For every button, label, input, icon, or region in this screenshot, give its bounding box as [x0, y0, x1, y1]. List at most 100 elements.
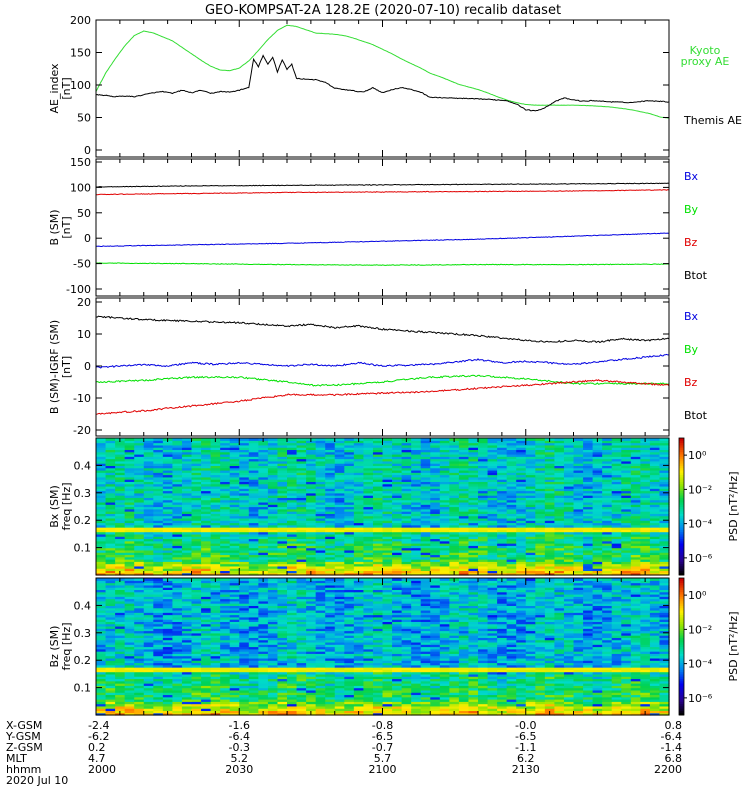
spectrogram-cell — [210, 543, 221, 546]
spectrogram-cell — [611, 543, 622, 546]
spectrogram-cell — [372, 483, 384, 487]
spectrogram-cell — [105, 527, 116, 530]
spectrogram-cell — [191, 508, 202, 512]
spectrogram-cell — [535, 522, 546, 526]
spectrogram-cell — [363, 522, 374, 526]
spectrogram-cell — [134, 460, 145, 464]
spectrogram-cell — [630, 694, 641, 698]
spectrogram-cell — [334, 456, 345, 460]
spectrogram-cell — [458, 479, 470, 482]
spectrogram-cell — [583, 699, 594, 702]
spectrogram-cell — [449, 506, 460, 510]
spectrogram-cell — [525, 699, 536, 702]
spectrogram-cell — [172, 701, 183, 705]
spectrogram-cell — [315, 472, 326, 476]
spectrogram-cell — [535, 568, 546, 572]
spectrogram-cell — [287, 701, 298, 705]
spectrogram-cell — [201, 552, 212, 556]
spectrogram-cell — [544, 517, 555, 521]
spectrogram-cell — [487, 685, 498, 689]
spectrogram-cell — [315, 513, 326, 517]
colorbar-segment — [679, 536, 684, 539]
spectrogram-cell — [353, 556, 364, 560]
spectrogram-cell — [602, 460, 613, 464]
spectrogram-cell — [487, 492, 498, 496]
spectrogram-cell — [602, 451, 613, 455]
spectrogram-cell — [229, 508, 240, 512]
spectrogram-cell — [115, 676, 126, 680]
spectrogram-cell — [229, 705, 240, 709]
spectrogram-cell — [210, 529, 221, 533]
spectrogram-cell — [191, 554, 202, 558]
spectrogram-cell — [563, 545, 575, 549]
spectrogram-cell — [115, 458, 126, 462]
spectrogram-cell — [611, 467, 622, 471]
series-line-kyoto-proxy-ae — [95, 24, 669, 119]
spectrogram-cell — [468, 485, 479, 489]
spectrogram-cell — [573, 547, 584, 551]
spectrogram-cell — [497, 678, 508, 682]
spectrogram-cell — [602, 705, 613, 709]
spectrogram-cell — [296, 440, 307, 444]
spectrogram-cell — [659, 687, 670, 691]
spectrogram-cell — [277, 476, 288, 480]
spectrogram-cell — [96, 440, 107, 444]
colorbar-segment — [679, 506, 684, 510]
spectrogram-cell — [506, 705, 517, 709]
spectrogram-cell — [592, 458, 603, 462]
colorbar-segment — [679, 508, 684, 512]
spectrogram-cell — [267, 538, 279, 542]
spectrogram-cell — [344, 559, 355, 562]
spectrogram-cell — [392, 685, 403, 689]
legend-entry: Bz — [684, 376, 698, 389]
colorbar-segment — [679, 449, 684, 453]
spectrogram-cell — [420, 451, 431, 455]
spectrogram-cell — [525, 543, 536, 546]
spectrogram-cell — [239, 438, 250, 441]
spectrogram-cell — [229, 543, 240, 546]
spectrogram-cell — [296, 703, 307, 707]
spectrogram-cell — [468, 474, 479, 478]
spectrogram-cell — [621, 497, 632, 501]
spectrogram-cell — [315, 538, 326, 542]
spectrogram-cell — [105, 680, 116, 684]
spectrogram-cell — [181, 527, 193, 530]
spectrogram-cell — [411, 490, 422, 494]
spectrogram-cell — [516, 476, 527, 480]
spectrogram-cell — [143, 710, 154, 714]
spectrogram-cell — [191, 504, 202, 508]
spectrogram-cell — [267, 501, 279, 505]
spectrogram-cell — [544, 456, 555, 460]
spectrogram-cell — [449, 529, 460, 533]
spectrogram-cell — [134, 453, 145, 457]
spectrogram-cell — [143, 568, 154, 572]
spectrogram-cell — [267, 476, 279, 480]
spectrogram-cell — [392, 517, 403, 521]
spectrogram-cell — [181, 504, 193, 508]
spectrogram-cell — [411, 517, 422, 521]
spectrogram-cell — [430, 545, 441, 549]
spectrogram-cell — [287, 565, 298, 569]
spectrogram-cell — [525, 444, 536, 448]
spectrogram-cell — [306, 554, 317, 558]
spectrogram-cell — [372, 463, 384, 466]
spectrogram-cell — [105, 572, 116, 576]
spectrogram-cell — [115, 705, 126, 709]
spectrogram-cell — [392, 678, 403, 682]
spectrogram-cell — [143, 517, 154, 521]
spectrogram-cell — [105, 438, 116, 441]
spectrogram-cell — [630, 485, 641, 489]
spectrogram-cell — [640, 685, 651, 689]
spectrogram-cell — [134, 465, 145, 469]
spectrogram-cell — [201, 549, 212, 553]
spectrogram-cell — [544, 556, 555, 560]
spectrogram-cell — [573, 678, 584, 682]
spectrogram-cell — [439, 513, 450, 517]
spectrogram-cell — [372, 520, 384, 524]
spectrogram-cell — [315, 547, 326, 551]
spectrogram-cell — [267, 676, 279, 680]
spectrogram-cell — [239, 685, 250, 689]
spectrogram-cell — [382, 438, 393, 441]
spectrogram-cell — [115, 481, 126, 485]
spectrogram-cell — [124, 506, 135, 510]
